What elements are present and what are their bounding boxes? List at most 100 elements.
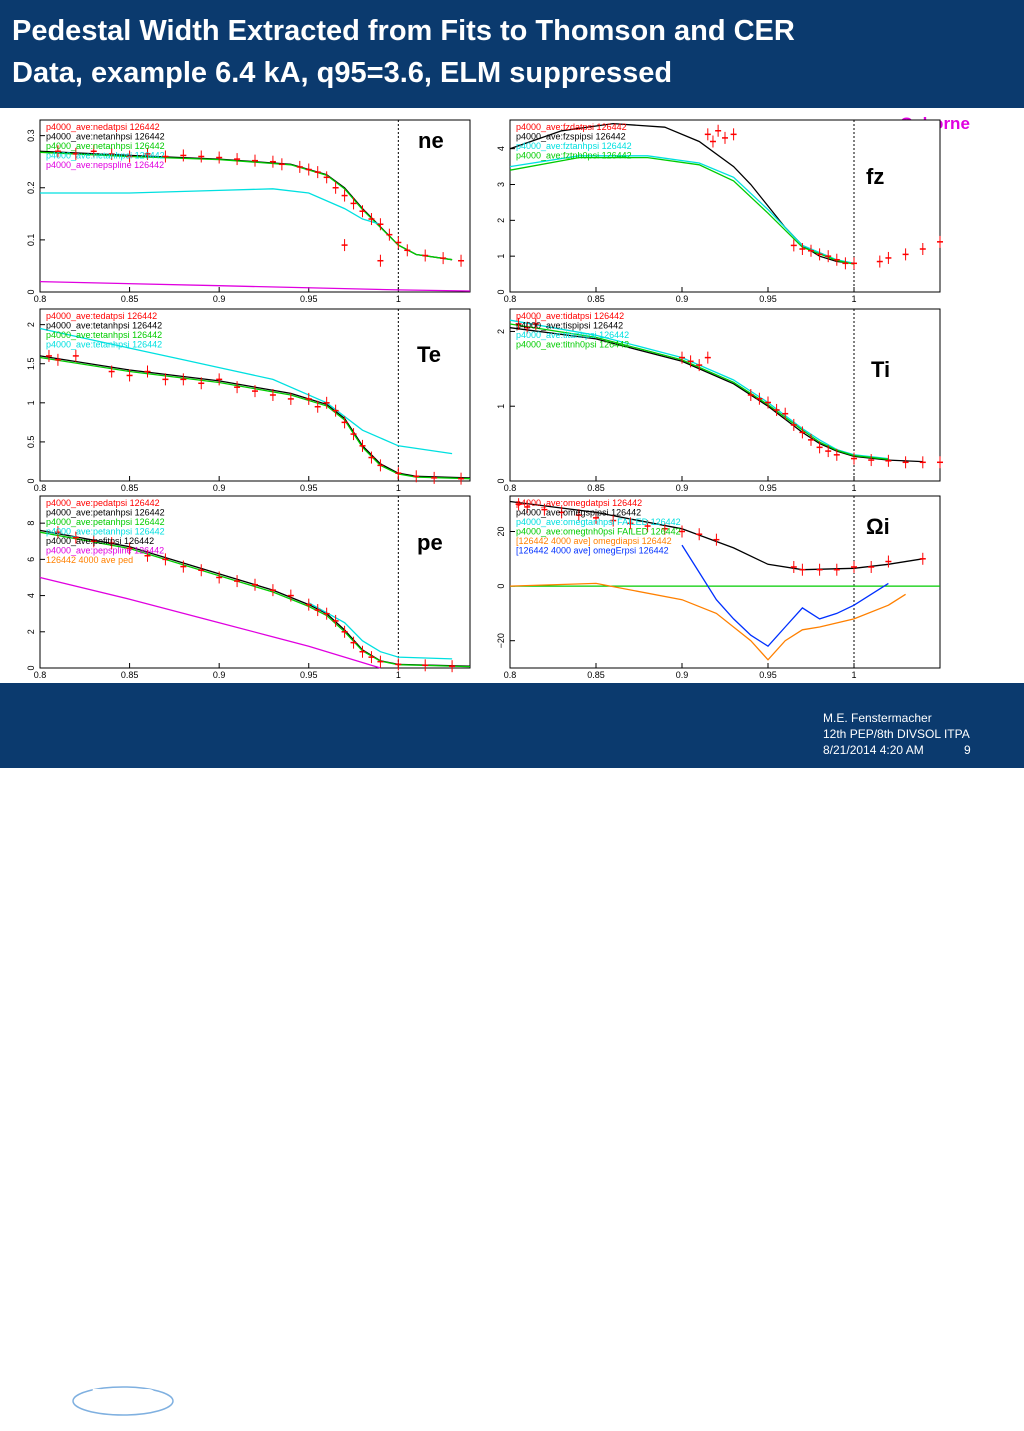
ne-data-point [314,166,321,179]
omega-legend-entry: p4000_ave:omegtanhpsi FAILED 126442 [516,517,681,527]
Te-xtick-label: 0.8 [34,483,47,491]
ne-xtick-label: 1 [396,294,401,302]
fz-chart: 0.8 0.85 0.9 0.95 1 0 1 2 3 4 p4000_ave:fzdatpsi 1… [496,119,943,302]
ti-panel: 0.8 0.85 0.9 0.95 1 0 1 2 p4000_ave:tidatpsi 126… [480,305,944,491]
Te-data-point [45,349,52,362]
pe-data-point [350,636,357,649]
Te-data-point [180,373,187,386]
omega-legend-entry: p4000_ave:omegspipsi 126442 [516,508,641,518]
Te-data-point [252,385,258,398]
Te-data-point [458,472,465,485]
ne-data-point [269,155,276,168]
Te-ytick-label: 2 [26,322,36,327]
pe-ytick-label: 2 [26,629,36,634]
Te-series-line-2 [39,327,453,455]
fz-data-point [842,257,849,270]
ne-ytick-label: 0.3 [26,129,36,142]
ne-data-point [216,151,223,164]
ne-data-point [108,147,115,160]
Te-data-point [72,349,79,362]
pe-legend-entry: p4000_ave:petanhpsi 126442 [46,527,165,537]
slide-title: Pedestal Width Extracted from Fits to Th… [12,10,1002,94]
Te-chart: 0.8 0.85 0.9 0.95 1 0 0.5 1 1.5 2 p4000_ave:tedatp… [26,308,471,491]
Te-data-point [359,439,366,452]
omega-xtick-label: 0.85 [587,670,605,678]
Ti-data-point [679,351,685,364]
fz-data-point [790,239,797,252]
pe-label: pe [417,530,443,555]
footer-meeting: 12th PEP/8th DIVSOL ITPA [823,727,970,741]
ne-series-line-2 [40,188,381,225]
pe-data-point [314,604,321,617]
Ti-data-point [833,448,840,461]
ne-legend-entry: p4000_ave:netanhpsi 126442 [46,151,165,161]
fz-plot-frame [509,119,941,293]
pe-legend-entry: p4000_ave:petanhpsi 126442 [46,508,165,518]
Ti-data-point [937,456,943,469]
pe-legend-entry: p4000_ave:petanhpsi 126442 [46,517,165,527]
Ti-chart: 0.8 0.85 0.9 0.95 1 0 1 2 p4000_ave:tidatpsi 126… [496,308,943,491]
pe-xtick-label: 0.8 [34,670,47,678]
ne-data-point [350,197,357,210]
ne-data-point [368,213,375,226]
Te-ytick-label: 0.5 [26,436,36,449]
Te-data-point [395,467,402,480]
fz-series-line-1 [509,155,855,264]
omega-xtick-label: 0.9 [676,670,689,678]
ne-ytick-label: 0.1 [26,234,36,247]
logo-text: DIII-D [89,1383,157,1413]
fz-data-point [937,235,943,248]
fz-xtick-label: 0.9 [676,294,689,302]
pe-data-point [252,578,258,591]
pe-data-point [162,553,169,566]
Ti-data-point [919,456,926,469]
pe-xtick-label: 0.9 [213,670,226,678]
ne-data-point [377,218,384,231]
Ti-data-point [532,317,539,330]
pe-data-point [54,526,61,539]
fz-data-point [808,244,814,257]
Ti-data-point [773,403,780,416]
footer-date: 8/21/2014 4:20 AM [823,743,924,757]
omega-data-point [851,560,857,573]
Te-data-point [126,369,133,382]
Te-data-point [234,381,241,394]
fz-xtick-label: 0.8 [504,294,517,302]
pe-data-point [323,607,330,620]
ne-data-point [252,154,258,167]
pe-data-point [126,542,133,555]
pe-panel: 0.8 0.85 0.9 0.95 1 0 2 4 6 8 p4000_ave:pedatpsi 1… [10,492,474,678]
fz-data-point [885,251,892,264]
omega-legend-entry: p4000_ave:omegdatpsi 126442 [516,498,642,508]
fz-data-point [715,124,722,137]
fz-ytick-label: 4 [496,146,506,151]
fz-ytick-label: 3 [496,182,506,187]
pe-data-point [305,598,312,611]
omega-xtick-label: 1 [851,670,856,678]
ti-label: Ti [871,357,891,382]
omega-series-line-2 [509,582,906,661]
Ti-data-point [515,317,522,330]
ne-data-point [341,239,348,252]
ne-data-point [162,150,169,163]
Te-data-point [413,470,420,483]
ne-data-point [72,147,79,160]
ne-legend-entry: p4000_ave:nedatpsi 126442 [46,122,160,132]
pe-data-point [359,645,366,658]
Ti-data-point [524,321,531,334]
fz-legend-entry: p4000_ave:fztnh0psi 126442 [516,151,632,161]
ne-data-point [323,171,330,184]
omega-chart: 0.8 0.85 0.9 0.95 1 −20 0 20 p4000_ave:omegdatps… [496,495,941,678]
fz-label: fz [866,164,885,189]
pe-ytick-label: 0 [26,665,36,670]
ne-data-point [278,158,285,171]
ne-data-point [359,205,366,218]
ne-series-line-1 [39,151,453,261]
diii-d-logo: DIII-D NATIONAL FUSION FACILITY [54,1378,192,1425]
fz-data-point [730,128,737,141]
fz-data-point [919,243,926,255]
fz-data-point [825,250,832,263]
Te-data-point [287,392,294,405]
ne-data-point [377,254,384,267]
Ti-data-point [790,418,797,431]
